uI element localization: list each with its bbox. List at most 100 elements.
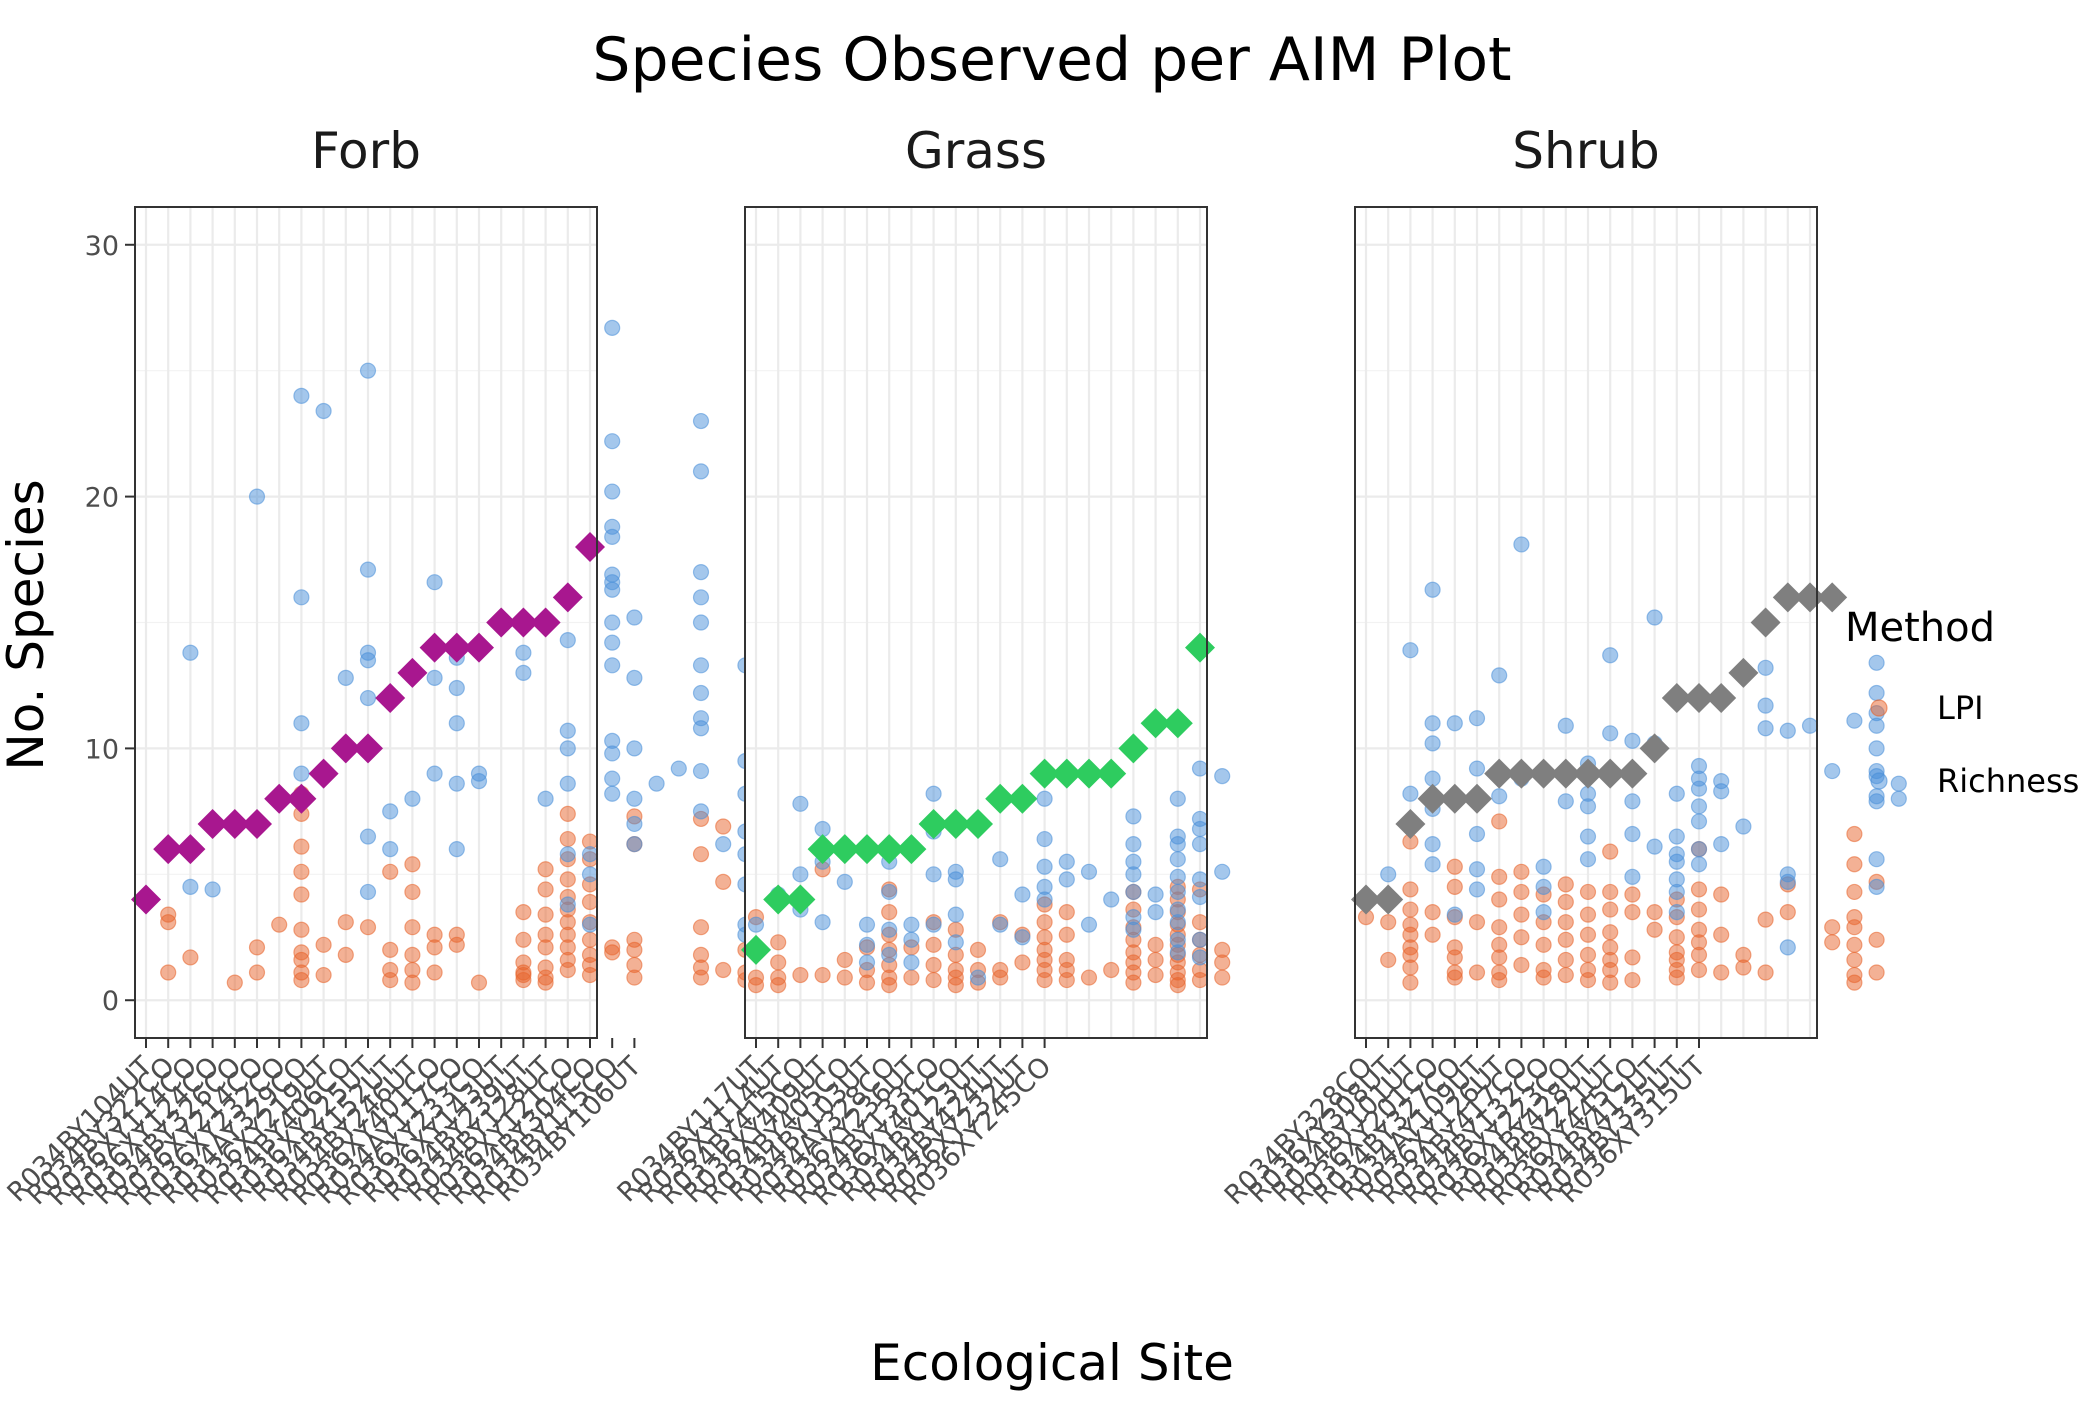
richness-point [1779,722,1796,739]
richness-point [715,835,732,853]
lpi-point [969,941,987,958]
richness-point [604,770,621,787]
lpi-point [1713,886,1730,903]
richness-point [992,851,1009,868]
lpi-point [1214,954,1231,971]
lpi-point [792,966,809,984]
richness-point [293,765,310,782]
lpi-point [1147,966,1164,984]
lpi-point [315,966,332,984]
median-marker [264,783,295,814]
richness-point [1147,903,1164,921]
richness-point [204,881,221,898]
richness-point [359,561,377,578]
lpi-point [1557,914,1574,931]
lpi-point [836,969,853,986]
richness-point [1690,813,1708,830]
richness-point [947,871,964,888]
median-marker [1639,733,1670,764]
lpi-point [1491,949,1508,966]
richness-point [1446,715,1463,732]
richness-point [382,803,399,820]
richness-point [404,790,421,807]
richness-point [670,760,687,777]
richness-point [1801,717,1819,734]
richness-point [604,745,621,762]
lpi-point [715,873,732,890]
median-marker [1029,758,1060,789]
richness-point [1125,866,1142,883]
richness-point [626,835,643,853]
median-marker [763,884,794,915]
richness-point [293,387,310,404]
richness-point [925,785,942,802]
richness-point [1602,725,1619,742]
median-marker [785,884,816,915]
richness-point [1147,886,1164,903]
y-axis-title: No. Species [0,479,55,770]
richness-point [1468,760,1486,777]
richness-point [359,883,377,901]
richness-point [858,916,876,933]
median-marker [353,733,383,764]
richness-point [1424,735,1441,752]
median-marker [940,808,971,839]
richness-point [1468,825,1486,843]
richness-point [359,652,377,669]
lpi-point [770,977,787,994]
richness-point [1191,931,1209,948]
lpi-point [1602,883,1619,901]
median-marker [1462,783,1492,814]
richness-point [1557,717,1574,734]
richness-point [1491,667,1508,684]
richness-point [1491,788,1508,805]
lpi-point [925,971,942,989]
lpi-point [715,961,732,979]
richness-point [747,916,765,933]
median-marker [308,758,339,789]
legend: Method LPI Richness [1845,605,2079,800]
lpi-point [1668,929,1685,946]
median-marker [896,834,927,865]
lpi-point [747,977,765,994]
lpi-point [404,883,421,901]
lpi-point [470,974,488,991]
richness-point [337,669,354,687]
lpi-point [448,936,465,953]
richness-point [559,740,576,757]
lpi-point [1446,949,1463,966]
lpi-point [1125,974,1142,991]
panel-border [744,206,1208,1039]
richness-point [1668,883,1685,901]
median-marker [131,884,161,915]
richness-point [925,916,942,933]
lpi-point [248,939,266,956]
richness-point [814,914,831,931]
richness-point [881,921,898,938]
richness-point [947,906,964,923]
lpi-point [881,903,898,921]
lpi-point [814,966,831,984]
lpi-point [293,838,310,855]
median-marker [1772,582,1803,613]
richness-point [1169,790,1186,807]
richness-point [559,896,576,913]
richness-point [315,402,332,420]
richness-point [903,916,920,933]
lpi-point [160,914,177,931]
median-marker [330,733,361,764]
median-marker [1750,607,1781,638]
richness-point [448,841,465,858]
lpi-point [1014,954,1031,971]
lpi-point [1058,971,1075,989]
richness-point [626,669,643,687]
lpi-point [1513,906,1530,923]
richness-point [1868,654,1885,671]
median-marker [985,783,1016,814]
lpi-point [293,971,310,989]
richness-point [604,433,621,450]
richness-point [947,934,964,951]
facet-forb: Forb0102030R034BY104UTR034BY322COR036XY1… [2,122,754,1212]
lpi-point [1036,914,1053,931]
